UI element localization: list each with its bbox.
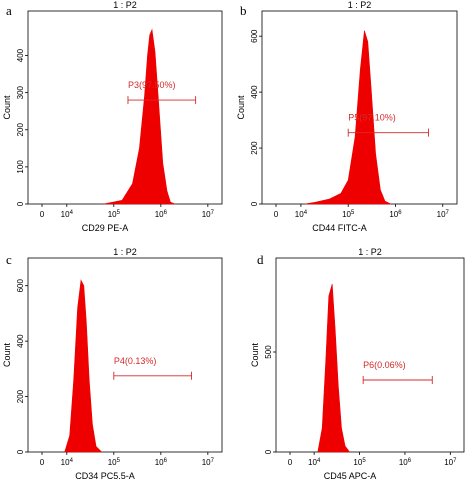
- y-axis-label: Count: [2, 343, 12, 368]
- y-tick-label: 400: [16, 48, 25, 62]
- y-tick-label: 200: [250, 141, 259, 155]
- x-tick-label: 105: [108, 210, 121, 219]
- x-tick-label: 106: [399, 458, 412, 467]
- x-tick-label: 0: [288, 458, 293, 467]
- x-tick-label: 107: [437, 210, 450, 219]
- x-tick-label: 107: [202, 458, 215, 467]
- gate-label: P3(97.50%): [128, 80, 176, 90]
- histogram-area: [317, 283, 351, 453]
- x-tick-label: 106: [155, 210, 168, 219]
- y-axis-label: Count: [250, 343, 260, 368]
- panel-a: a 1 : P2 0 104 105 106 107 0 100 200 300 400 CD29 PE…: [2, 0, 223, 233]
- y-tick-label: 200: [16, 389, 25, 403]
- x-tick-label: 104: [61, 210, 74, 219]
- panel-c: c 1 : P2 0 104 105 106 107 0 200 400 600 CD34 PC5.5…: [2, 247, 223, 481]
- gate-label: P4(0.13%): [114, 356, 157, 366]
- y-tick-label: 0: [16, 449, 25, 454]
- panel-d: d 1 : P2 0 104 105 106 107 0 500 CD45 APC-A Count P…: [250, 247, 465, 481]
- chart-title: 1 : P2: [113, 247, 137, 257]
- x-tick-label: 106: [389, 210, 402, 219]
- histogram-area: [64, 279, 103, 453]
- x-tick-label: 0: [40, 458, 45, 467]
- x-axis-label: CD29 PE-A: [82, 223, 129, 233]
- y-tick-label: 400: [16, 334, 25, 348]
- panel-letter: d: [257, 252, 264, 267]
- panel-b: b 1 : P2 0 104 105 106 107 0 200 400 600 CD44 FITC-…: [236, 0, 458, 233]
- panel-letter: a: [6, 3, 12, 18]
- x-tick-label: 104: [308, 458, 321, 467]
- panel-letter: b: [240, 3, 247, 18]
- x-axis-label: CD45 APC-A: [324, 471, 377, 481]
- x-tick-label: 105: [108, 458, 121, 467]
- chart-title: 1 : P2: [358, 247, 382, 257]
- y-tick-label: 0: [264, 449, 273, 454]
- x-tick-label: 0: [40, 210, 45, 219]
- x-axis-label: CD34 PC5.5-A: [75, 471, 135, 481]
- y-tick-label: 600: [250, 29, 259, 43]
- x-tick-label: 107: [444, 458, 457, 467]
- histogram-area: [103, 28, 176, 205]
- x-tick-label: 0: [274, 210, 279, 219]
- chart-title: 1 : P2: [113, 0, 137, 10]
- plot-frame: [27, 257, 223, 453]
- gate-label: P6(0.06%): [363, 360, 406, 370]
- x-tick-label: 104: [61, 458, 74, 467]
- chart-title: 1 : P2: [348, 0, 372, 10]
- x-tick-label: 105: [342, 210, 355, 219]
- y-tick-label: 0: [16, 201, 25, 206]
- y-tick-label: 0: [250, 201, 259, 206]
- x-axis-label: CD44 FITC-A: [312, 223, 367, 233]
- gate-label: P5(97.10%): [348, 113, 396, 123]
- x-tick-label: 106: [155, 458, 168, 467]
- plot-frame: [275, 257, 465, 453]
- y-tick-label: 200: [16, 123, 25, 137]
- y-axis-label: Count: [236, 95, 246, 120]
- panel-letter: c: [6, 252, 12, 267]
- y-tick-label: 600: [16, 278, 25, 292]
- histogram-area: [304, 30, 392, 205]
- x-tick-label: 104: [295, 210, 308, 219]
- y-tick-label: 100: [16, 160, 25, 174]
- x-tick-label: 105: [353, 458, 366, 467]
- y-tick-label: 500: [264, 345, 273, 359]
- plot-frame: [27, 10, 223, 205]
- y-axis-label: Count: [2, 95, 12, 120]
- x-tick-label: 107: [202, 210, 215, 219]
- y-tick-label: 300: [16, 85, 25, 99]
- y-tick-label: 400: [250, 85, 259, 99]
